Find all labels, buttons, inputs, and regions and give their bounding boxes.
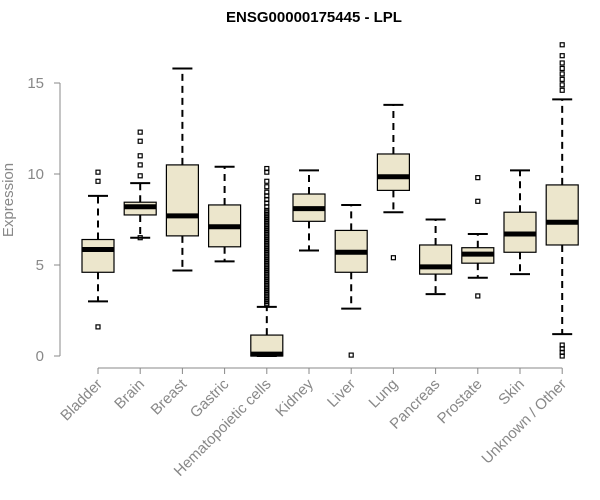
y-tick-label: 5: [36, 257, 44, 274]
outlier-point: [559, 76, 565, 82]
outlier-point: [137, 138, 143, 144]
outlier-point: [137, 153, 143, 159]
x-tick-label: Skin: [495, 376, 528, 409]
box-group: [419, 218, 453, 296]
iqr-box: [376, 153, 410, 191]
chart-title: ENSG00000175445 - LPL: [226, 9, 402, 26]
x-tick-label: Breast: [148, 375, 191, 418]
y-tick-label: 0: [36, 348, 44, 365]
outlier-point: [95, 169, 101, 175]
outlier-point: [559, 65, 565, 72]
outlier-point: [137, 162, 143, 168]
box-group: [461, 175, 495, 299]
box-group: [123, 129, 157, 241]
outlier-point: [559, 342, 565, 348]
outlier-point: [559, 60, 565, 66]
outlier-point: [264, 178, 270, 184]
x-tick-label: Kidney: [272, 375, 317, 420]
outlier-point: [559, 42, 565, 48]
outlier-point: [137, 235, 143, 241]
outlier-point: [475, 175, 481, 181]
y-tick-label: 10: [27, 166, 44, 183]
x-tick-label: Liver: [324, 376, 359, 411]
box-group: [545, 42, 579, 359]
box-group: [208, 165, 242, 263]
outlier-point: [95, 324, 101, 330]
x-tick-label: Brain: [111, 376, 148, 413]
outlier-point: [137, 173, 143, 179]
box-group: [334, 203, 368, 358]
x-tick-label: Lung: [366, 376, 402, 412]
box-group: [250, 165, 284, 357]
outlier-point: [95, 178, 101, 184]
box-group: [81, 169, 115, 330]
outlier-point: [559, 87, 565, 93]
y-axis-label: Expression: [0, 163, 17, 237]
outlier-point: [475, 293, 481, 299]
iqr-box: [165, 164, 199, 237]
box-group: [503, 169, 537, 276]
iqr-box: [81, 238, 115, 273]
outlier-point: [137, 129, 143, 135]
outlier-point: [559, 53, 565, 59]
iqr-box: [545, 184, 579, 246]
x-tick-label: Prostate: [434, 376, 486, 428]
box-group: [292, 169, 326, 252]
outlier-point: [264, 189, 270, 195]
outlier-point: [475, 198, 481, 204]
outlier-point: [390, 255, 396, 261]
box-group: [165, 67, 199, 272]
outlier-point: [264, 165, 270, 172]
x-tick-label: Bladder: [57, 376, 106, 425]
y-tick-label: 15: [27, 75, 44, 92]
outlier-point: [559, 71, 565, 77]
iqr-box: [419, 244, 453, 275]
outlier-point: [559, 82, 565, 88]
outlier-point: [264, 184, 270, 190]
outlier-point: [348, 352, 354, 358]
boxes-layer: [81, 42, 579, 359]
box-group: [376, 103, 410, 261]
y-axis: 0 5 10 15: [27, 75, 61, 365]
